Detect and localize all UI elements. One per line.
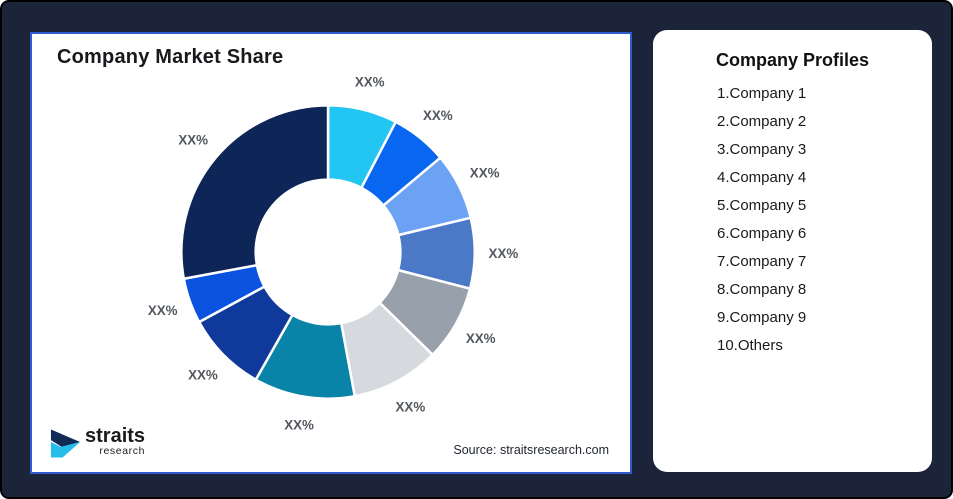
donut-chart: XX% XX% XX% XX% XX% XX% XX% XX% XX% XX% (148, 74, 519, 433)
logo-text: straits research (85, 426, 145, 457)
company-list-item: 8.Company 8 (717, 281, 807, 298)
company-profiles-list: 1.Company 1 2.Company 2 3.Company 3 4.Co… (653, 85, 932, 355)
company-list-item: 2.Company 2 (717, 113, 807, 130)
donut-segment-10 (180, 104, 330, 280)
segment-label-3: XX% (470, 166, 500, 181)
source-note: Source: straitsresearch.com (453, 443, 609, 457)
segment-label-7: XX% (284, 418, 314, 433)
segment-label-5: XX% (466, 331, 496, 346)
company-list-item: 4.Company 4 (717, 169, 807, 186)
company-list-item: 5.Company 5 (717, 197, 807, 214)
segment-label-4: XX% (489, 246, 519, 261)
segment-label-8: XX% (188, 368, 218, 383)
company-list-item: 9.Company 9 (717, 309, 807, 326)
company-list-item: 7.Company 7 (717, 253, 807, 270)
company-profiles-card: Company Profiles 1.Company 1 2.Company 2… (653, 30, 932, 472)
segment-label-10: XX% (178, 133, 208, 148)
segment-label-9: XX% (148, 303, 178, 318)
company-list-item: 3.Company 3 (717, 141, 807, 158)
logo-mark-icon (50, 429, 81, 458)
straits-research-logo: straits research (50, 426, 145, 459)
logo-sub: research (99, 445, 146, 457)
company-list-item: 6.Company 6 (717, 225, 807, 242)
profiles-title: Company Profiles (715, 50, 870, 70)
logo-brand: straits (85, 425, 146, 447)
chart-title: Company Market Share (57, 46, 284, 68)
market-share-card: Company Market Share XX% XX% XX% XX% XX% XX% X… (30, 32, 632, 474)
segment-label-1: XX% (355, 74, 385, 89)
segment-label-6: XX% (396, 400, 426, 415)
company-list-item: 1.Company 1 (717, 85, 807, 102)
segment-label-2: XX% (423, 108, 453, 123)
company-list-item: 10.Others (717, 337, 783, 354)
